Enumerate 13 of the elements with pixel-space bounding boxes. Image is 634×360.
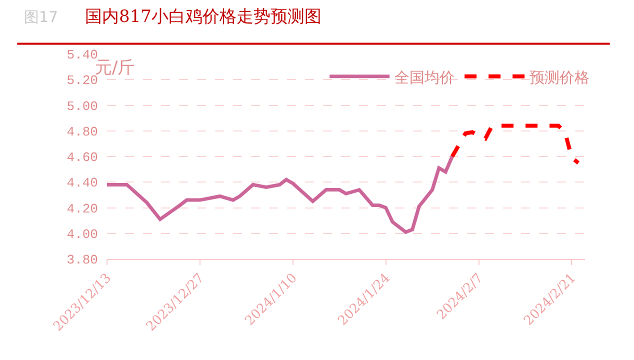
y-tick-label: 3.80 [66, 252, 98, 268]
y-tick-label: 4.00 [66, 226, 98, 242]
y-tick-label: 5.00 [66, 98, 98, 114]
y-tick-label: 4.40 [66, 176, 98, 191]
y-tick-label: 4.20 [66, 201, 98, 216]
chart-title: 国内817小白鸡价格走势预测图 [85, 7, 322, 27]
line-series [107, 154, 454, 234]
legend-label: 全国均价 [394, 68, 455, 86]
y-tick-label: 5.40 [66, 48, 98, 63]
y-tick-label: 4.80 [66, 124, 98, 140]
line-series [450, 124, 580, 165]
legend-label: 预测价格 [530, 68, 590, 86]
y-tick-label: 4.60 [66, 150, 98, 166]
